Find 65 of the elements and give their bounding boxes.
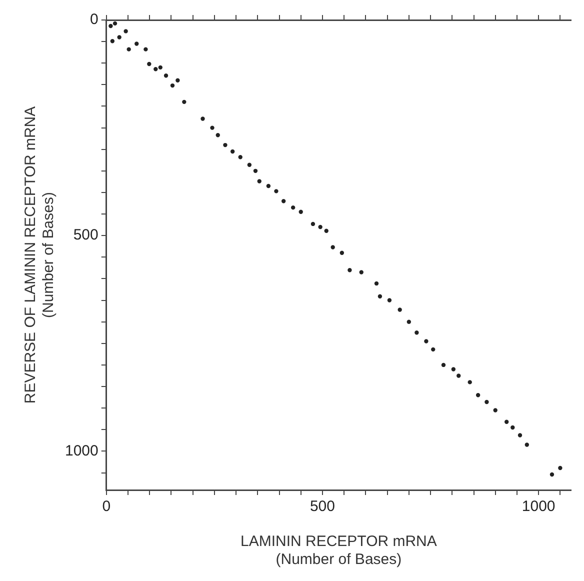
point	[158, 65, 162, 70]
point	[108, 24, 113, 28]
point	[230, 149, 235, 154]
point	[398, 308, 402, 312]
point	[518, 433, 522, 438]
point	[266, 184, 271, 188]
point	[340, 250, 344, 255]
point	[298, 210, 303, 214]
point	[476, 393, 480, 398]
x-tick-label: 500	[310, 498, 335, 516]
point	[324, 228, 328, 233]
point	[164, 74, 168, 78]
y-tick-label: 0	[90, 11, 98, 28]
point	[126, 47, 131, 52]
point	[378, 294, 382, 298]
point	[510, 425, 515, 430]
point	[112, 21, 118, 26]
point	[147, 62, 152, 66]
point	[504, 420, 509, 424]
point	[424, 339, 428, 344]
point	[216, 133, 220, 138]
point	[223, 142, 228, 148]
point	[144, 47, 148, 52]
point	[524, 442, 530, 447]
point	[238, 155, 242, 160]
point	[154, 67, 158, 72]
point	[456, 374, 461, 378]
point	[414, 330, 419, 335]
point	[406, 320, 412, 324]
x-axis-title: LAMININ RECEPTOR mRNA (Number of Bases)	[240, 533, 437, 568]
point	[318, 224, 322, 230]
point	[359, 270, 364, 274]
point	[558, 466, 562, 470]
point	[247, 162, 252, 167]
point	[374, 281, 379, 286]
point	[451, 367, 456, 372]
point	[210, 126, 214, 130]
point	[170, 83, 175, 88]
point	[182, 100, 186, 104]
point	[493, 408, 498, 412]
point	[310, 222, 316, 226]
point	[257, 179, 262, 184]
point	[124, 29, 128, 34]
point	[110, 39, 115, 44]
x-tick-label: 0	[102, 498, 111, 516]
point	[348, 268, 352, 272]
point	[117, 35, 122, 40]
point	[134, 42, 139, 46]
point	[200, 116, 205, 121]
y-tick-label: 1000	[64, 442, 98, 460]
point	[253, 168, 258, 174]
point	[484, 400, 489, 404]
point	[176, 78, 180, 82]
point	[468, 380, 472, 384]
point	[387, 298, 392, 302]
point	[281, 199, 286, 204]
point	[274, 189, 278, 194]
point	[290, 205, 296, 210]
point	[441, 362, 446, 368]
x-tick-label: 1000	[522, 498, 556, 516]
point	[431, 347, 436, 352]
point	[330, 245, 335, 250]
y-axis-title: REVERSE OF LAMININ RECEPTOR mRNA (Number of Bases)	[22, 106, 58, 404]
point	[550, 472, 554, 477]
y-tick-label: 500	[73, 226, 98, 244]
